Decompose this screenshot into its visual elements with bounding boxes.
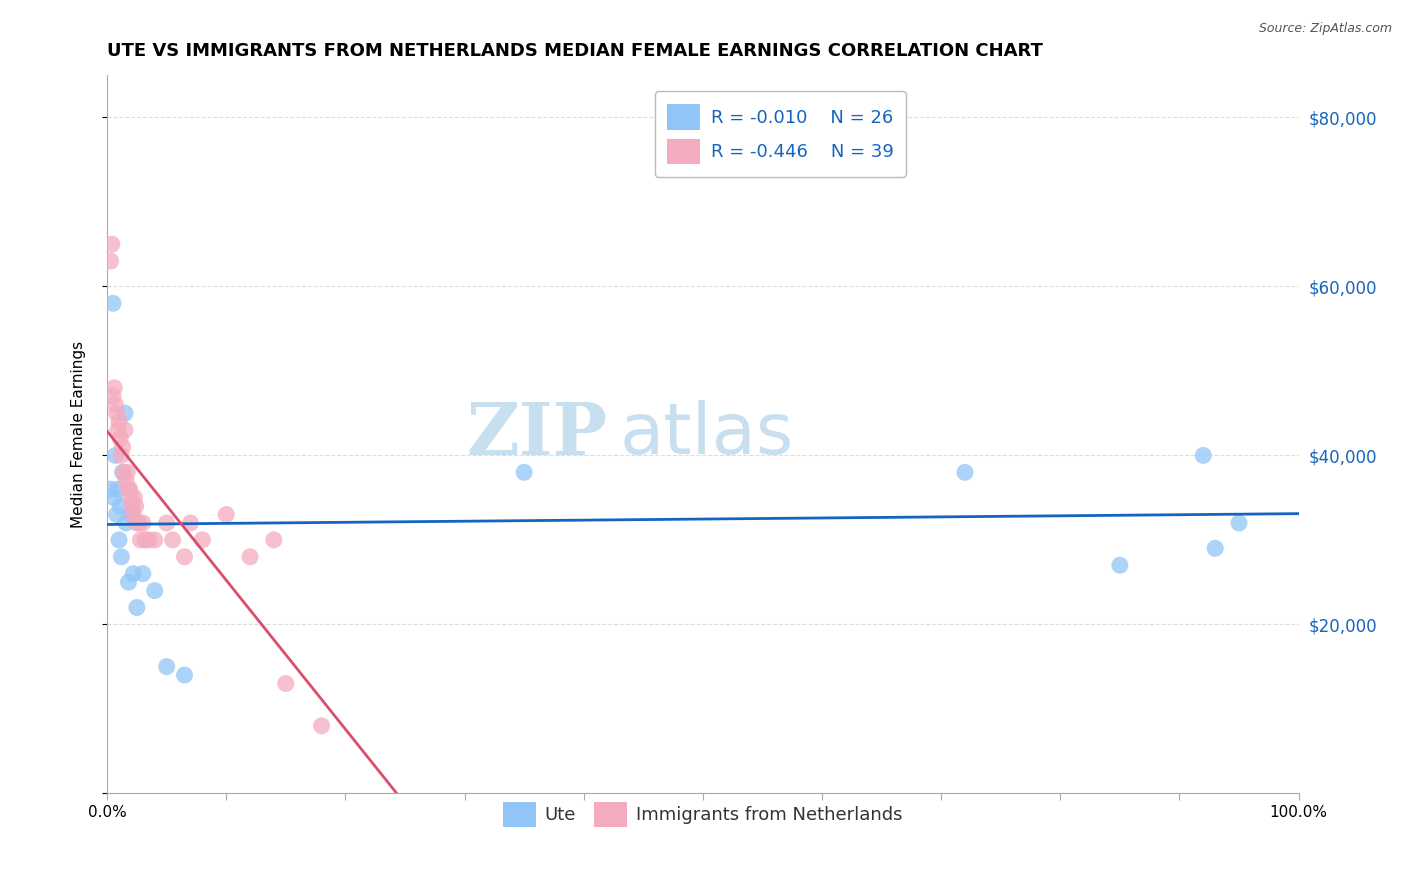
Point (239, 549, 262, 564)
Point (122, 566, 145, 581)
Point (117, 482, 139, 496)
Point (101, 296, 124, 310)
Point (120, 508, 142, 522)
Point (122, 508, 145, 522)
Point (103, 381, 125, 395)
Point (108, 415, 131, 429)
Point (107, 423, 129, 437)
Point (114, 406, 136, 420)
Point (1227, 516, 1250, 530)
Point (124, 499, 146, 513)
Point (115, 516, 138, 530)
Point (191, 533, 214, 547)
Point (134, 533, 156, 547)
Point (100, 482, 122, 496)
Point (1108, 558, 1130, 573)
Point (108, 432, 131, 446)
Point (108, 499, 131, 513)
Point (107, 482, 129, 496)
Point (110, 449, 132, 463)
Point (1204, 541, 1226, 556)
Point (179, 516, 201, 530)
Point (121, 499, 143, 513)
Point (143, 533, 166, 547)
Point (111, 440, 134, 454)
Point (132, 516, 155, 530)
Point (215, 508, 238, 522)
Point (101, 389, 124, 403)
Point (103, 491, 125, 505)
Point (118, 482, 141, 496)
Point (128, 516, 150, 530)
Point (274, 676, 297, 690)
Text: ZIP: ZIP (467, 399, 607, 470)
Text: atlas: atlas (620, 400, 794, 469)
Point (101, 237, 124, 252)
Point (513, 465, 536, 479)
Point (114, 423, 136, 437)
Point (120, 491, 142, 505)
Point (156, 659, 179, 673)
Point (117, 575, 139, 590)
Point (104, 449, 127, 463)
Point (108, 533, 131, 547)
Text: Source: ZipAtlas.com: Source: ZipAtlas.com (1258, 22, 1392, 36)
Point (125, 600, 148, 615)
Point (138, 533, 160, 547)
Point (311, 719, 333, 733)
Point (104, 398, 127, 412)
Point (100, 254, 122, 268)
Point (173, 668, 195, 682)
Point (143, 583, 166, 598)
Point (263, 533, 285, 547)
Point (115, 474, 138, 488)
Point (173, 549, 195, 564)
Point (162, 533, 184, 547)
Point (129, 533, 152, 547)
Y-axis label: Median Female Earnings: Median Female Earnings (72, 341, 86, 528)
Text: UTE VS IMMIGRANTS FROM NETHERLANDS MEDIAN FEMALE EARNINGS CORRELATION CHART: UTE VS IMMIGRANTS FROM NETHERLANDS MEDIA… (107, 42, 1043, 60)
Point (156, 516, 179, 530)
Point (124, 491, 146, 505)
Point (1192, 449, 1215, 463)
Point (105, 508, 128, 522)
Point (105, 406, 128, 420)
Point (132, 566, 155, 581)
Point (125, 516, 148, 530)
Legend: Ute, Immigrants from Netherlands: Ute, Immigrants from Netherlands (496, 795, 910, 835)
Point (112, 465, 135, 479)
Point (117, 465, 139, 479)
Point (110, 549, 132, 564)
Point (953, 465, 976, 479)
Point (111, 465, 134, 479)
